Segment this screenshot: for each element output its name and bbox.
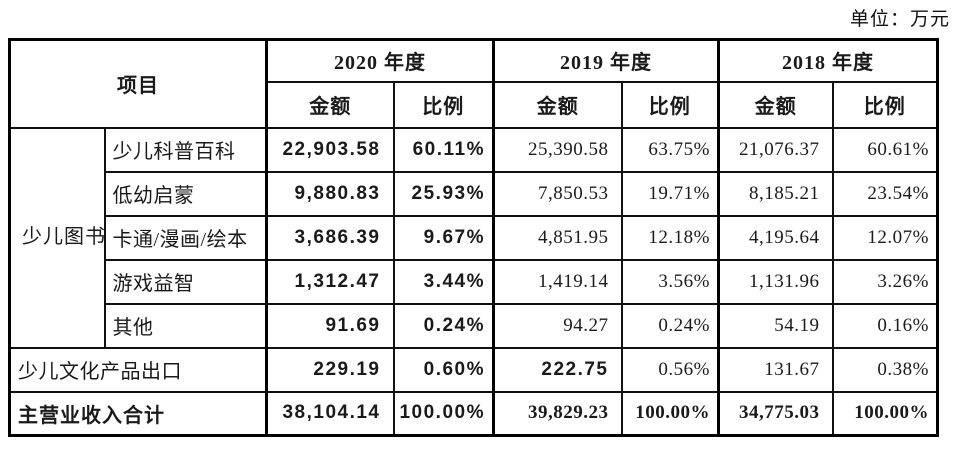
- header-amount-2020: 金额: [265, 80, 395, 129]
- header-year-2019: 2019 年度: [492, 38, 720, 83]
- cell-amount-2018: 1,131.96: [717, 258, 834, 305]
- unit-label: 单位：万元: [849, 9, 950, 30]
- cell-ratio-2018: 60.61%: [831, 126, 939, 173]
- table-body: 少儿图书策划与发行 少儿科普百科 22,903.58 60.11% 25,390…: [8, 126, 939, 437]
- cell-ratio-2020: 0.24%: [392, 302, 495, 349]
- cell-ratio-2019: 0.24%: [620, 302, 720, 349]
- cell-amount-2019: 222.75: [492, 346, 623, 393]
- header-ratio-2018: 比例: [831, 80, 939, 129]
- cell-ratio-2018: 3.26%: [831, 258, 939, 305]
- cell-ratio-2019: 3.56%: [620, 258, 720, 305]
- cell-amount-2019: 39,829.23: [492, 390, 623, 437]
- cell-amount-2019: 7,850.53: [492, 170, 623, 217]
- header-item: 项目: [8, 38, 268, 129]
- table-row: 游戏益智 1,312.47 3.44% 1,419.14 3.56% 1,131…: [10, 258, 939, 305]
- revenue-table: 项目 2020 年度 2019 年度 2018 年度 金额 比例 金额 比例 金…: [8, 38, 939, 437]
- header-year-2020: 2020 年度: [265, 38, 495, 83]
- header-row-years: 项目 2020 年度 2019 年度 2018 年度: [8, 38, 939, 129]
- cell-ratio-2018: 0.16%: [831, 302, 939, 349]
- cell-amount-2018: 4,195.64: [717, 214, 834, 261]
- cell-ratio-2019: 100.00%: [620, 390, 720, 437]
- cell-ratio-2020: 100.00%: [392, 390, 495, 437]
- cell-ratio-2018: 12.07%: [831, 214, 939, 261]
- cell-amount-2018: 21,076.37: [717, 126, 834, 173]
- cell-ratio-2019: 63.75%: [620, 126, 720, 173]
- table-header: 项目 2020 年度 2019 年度 2018 年度 金额 比例 金额 比例 金…: [8, 38, 939, 129]
- cell-ratio-2018: 23.54%: [831, 170, 939, 217]
- header-ratio-2019: 比例: [620, 80, 720, 129]
- table-row: 少儿图书策划与发行 少儿科普百科 22,903.58 60.11% 25,390…: [8, 126, 939, 349]
- cell-ratio-2020: 0.60%: [392, 346, 495, 393]
- cell-amount-2018: 131.67: [717, 346, 834, 393]
- row-label: 低幼启蒙: [103, 170, 268, 217]
- table-row-total: 主营业收入合计 38,104.14 100.00% 39,829.23 100.…: [8, 390, 939, 437]
- table-row: 其他 91.69 0.24% 94.27 0.24% 54.19 0.16%: [10, 302, 939, 349]
- cell-ratio-2020: 60.11%: [392, 126, 495, 173]
- header-year-2018: 2018 年度: [717, 38, 939, 83]
- cell-amount-2019: 94.27: [492, 302, 623, 349]
- cell-ratio-2020: 25.93%: [392, 170, 495, 217]
- cell-ratio-2020: 9.67%: [392, 214, 495, 261]
- table-row: 卡通/漫画/绘本 3,686.39 9.67% 4,851.95 12.18% …: [10, 214, 939, 261]
- cell-amount-2020: 22,903.58: [265, 126, 395, 173]
- table-row: 低幼启蒙 9,880.83 25.93% 7,850.53 19.71% 8,1…: [10, 170, 939, 217]
- row-label: 其他: [103, 302, 268, 349]
- cell-amount-2019: 4,851.95: [492, 214, 623, 261]
- cell-ratio-2019: 12.18%: [620, 214, 720, 261]
- row-label: 游戏益智: [103, 258, 268, 305]
- cell-amount-2018: 8,185.21: [717, 170, 834, 217]
- cell-amount-2020: 91.69: [265, 302, 395, 349]
- cell-ratio-2019: 0.56%: [620, 346, 720, 393]
- cell-amount-2018: 34,775.03: [717, 390, 834, 437]
- row-label: 少儿科普百科: [103, 126, 268, 173]
- cell-amount-2020: 3,686.39: [265, 214, 395, 261]
- header-row-measures: 金额 比例 金额 比例 金额 比例: [10, 80, 939, 129]
- cell-ratio-2018: 0.38%: [831, 346, 939, 393]
- cell-amount-2019: 25,390.58: [492, 126, 623, 173]
- cell-ratio-2018: 100.00%: [831, 390, 939, 437]
- cell-amount-2020: 229.19: [265, 346, 395, 393]
- cell-amount-2019: 1,419.14: [492, 258, 623, 305]
- header-amount-2018: 金额: [717, 80, 834, 129]
- header-amount-2019: 金额: [492, 80, 623, 129]
- cell-amount-2018: 54.19: [717, 302, 834, 349]
- row-label: 卡通/漫画/绘本: [103, 214, 268, 261]
- table-row-export: 少儿文化产品出口 229.19 0.60% 222.75 0.56% 131.6…: [8, 346, 939, 393]
- cell-amount-2020: 1,312.47: [265, 258, 395, 305]
- cell-amount-2020: 38,104.14: [265, 390, 395, 437]
- row-label: 少儿文化产品出口: [8, 346, 268, 393]
- cell-ratio-2019: 19.71%: [620, 170, 720, 217]
- header-ratio-2020: 比例: [392, 80, 495, 129]
- group-label-cell: 少儿图书策划与发行: [8, 126, 106, 349]
- row-label-total: 主营业收入合计: [8, 390, 268, 437]
- cell-amount-2020: 9,880.83: [265, 170, 395, 217]
- cell-ratio-2020: 3.44%: [392, 258, 495, 305]
